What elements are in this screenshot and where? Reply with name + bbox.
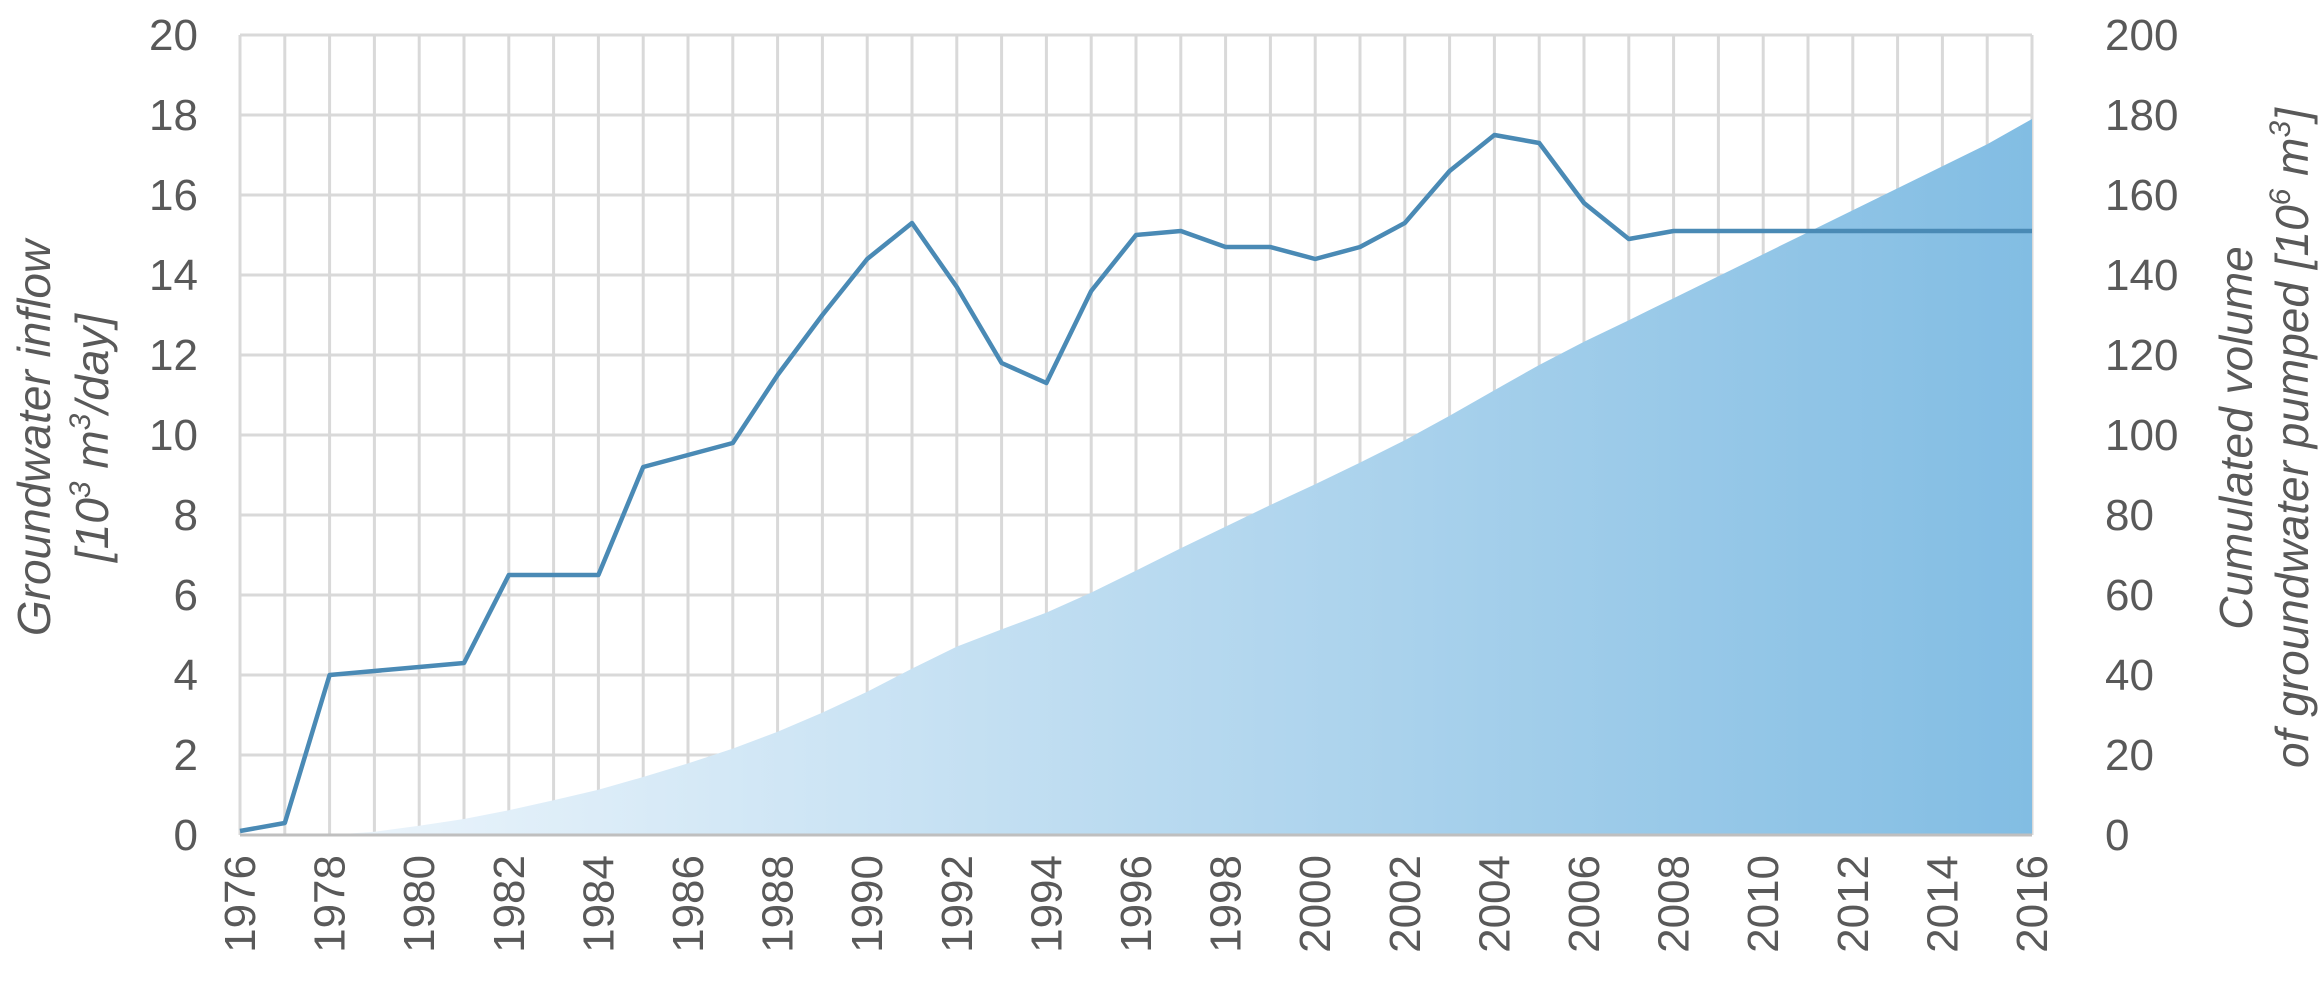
x-tick-label: 1994 <box>1022 855 1071 953</box>
x-tick-label: 1982 <box>485 855 534 953</box>
right-tick-label: 160 <box>2105 171 2178 220</box>
left-axis-title-line1: Groundwater inflow <box>8 237 60 636</box>
right-tick-label: 60 <box>2105 571 2154 620</box>
left-axis-title-line2: [103 m3/day] <box>64 313 118 563</box>
left-tick-label: 20 <box>149 11 198 60</box>
x-tick-label: 1990 <box>843 855 892 953</box>
x-tick-label: 2000 <box>1291 855 1340 953</box>
right-tick-label: 80 <box>2105 491 2154 540</box>
cumulated-volume-area <box>240 119 2032 835</box>
left-axis-title: Groundwater inflow [103 m3/day] <box>8 237 118 636</box>
x-tick-label: 2014 <box>1918 855 1967 953</box>
left-tick-label: 2 <box>174 731 198 780</box>
left-tick-label: 14 <box>149 251 198 300</box>
right-tick-label: 140 <box>2105 251 2178 300</box>
x-tick-label: 2004 <box>1470 855 1519 953</box>
left-tick-label: 10 <box>149 411 198 460</box>
right-y-tick-labels: 0 20 40 60 80 100 120 140 160 180 200 <box>2105 11 2178 860</box>
x-tick-label: 1998 <box>1202 855 1251 953</box>
right-axis-title: Cumulated volume of groundwater pumped [… <box>2210 107 2318 768</box>
x-tick-label: 2006 <box>1560 855 1609 953</box>
x-tick-label: 1978 <box>306 855 355 953</box>
x-tick-label: 1976 <box>216 855 265 953</box>
left-tick-label: 12 <box>149 331 198 380</box>
x-tick-label: 2016 <box>2008 855 2057 953</box>
left-tick-label: 8 <box>174 491 198 540</box>
x-tick-label: 2012 <box>1829 855 1878 953</box>
right-tick-label: 200 <box>2105 11 2178 60</box>
left-tick-label: 4 <box>174 651 198 700</box>
left-y-tick-labels: 0 2 4 6 8 10 12 14 16 18 20 <box>149 11 198 860</box>
x-tick-label: 2002 <box>1381 855 1430 953</box>
right-tick-label: 40 <box>2105 651 2154 700</box>
x-tick-label: 1988 <box>754 855 803 953</box>
x-tick-label: 1980 <box>395 855 444 953</box>
right-tick-label: 100 <box>2105 411 2178 460</box>
right-tick-label: 20 <box>2105 731 2154 780</box>
right-axis-title-line2: of groundwater pumped [106 m3] <box>2264 107 2318 768</box>
left-tick-label: 18 <box>149 91 198 140</box>
right-tick-label: 120 <box>2105 331 2178 380</box>
x-tick-label: 2010 <box>1739 855 1788 953</box>
left-tick-label: 0 <box>174 811 198 860</box>
x-tick-label: 2008 <box>1650 855 1699 953</box>
x-tick-label: 1996 <box>1112 855 1161 953</box>
left-tick-label: 6 <box>174 571 198 620</box>
groundwater-inflow-line <box>239 132 2032 834</box>
right-tick-label: 0 <box>2105 811 2129 860</box>
right-tick-label: 180 <box>2105 91 2178 140</box>
x-tick-labels: 1976 1978 1980 1982 1984 1986 1988 1990 1992 1994… <box>216 855 2057 953</box>
x-tick-label: 1992 <box>933 855 982 953</box>
left-tick-label: 16 <box>149 171 198 220</box>
right-axis-title-line1: Cumulated volume <box>2210 246 2262 630</box>
x-tick-label: 1986 <box>664 855 713 953</box>
x-tick-label: 1984 <box>574 855 623 953</box>
